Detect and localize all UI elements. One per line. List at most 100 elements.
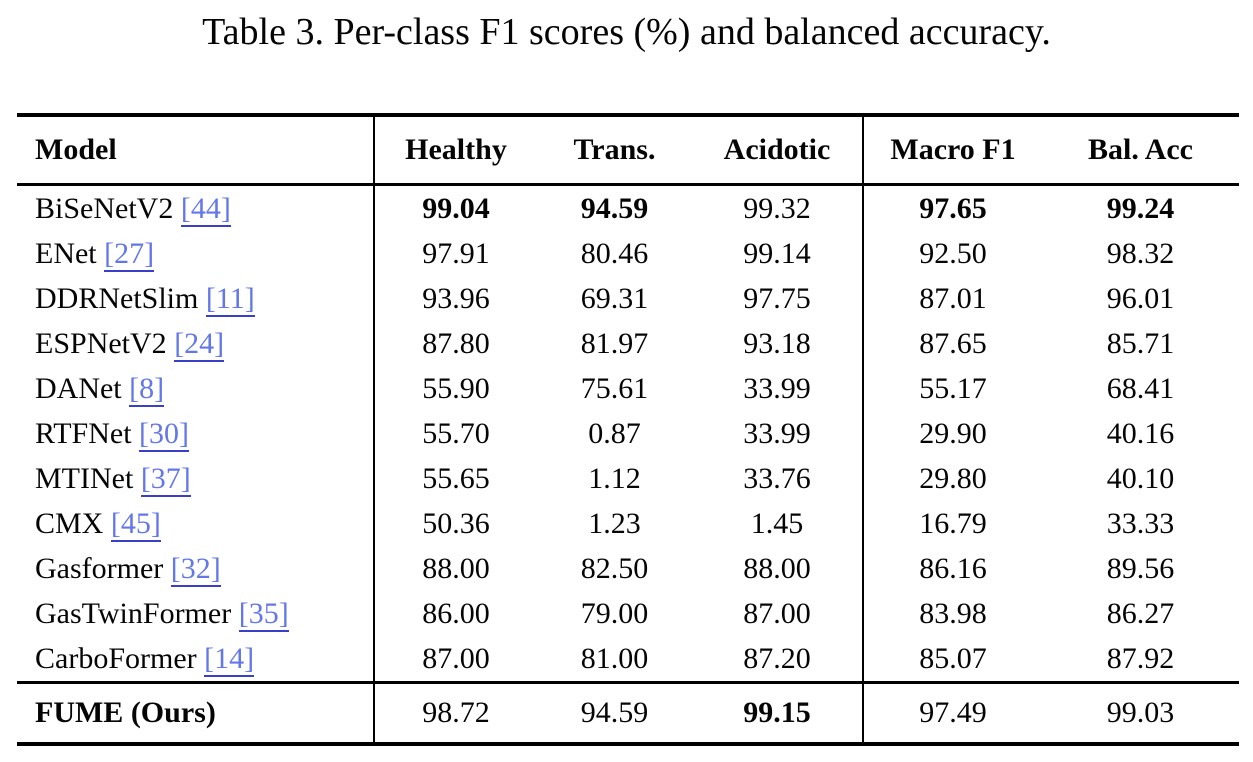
value-cell-bal-acc: 40.10 <box>1106 461 1175 495</box>
model-cell: DANet [8] <box>17 366 374 411</box>
column-header-macro-f1: Macro F1 <box>862 115 1042 186</box>
table-row: DANet [8] 55.90 75.61 33.99 55.17 68.41 <box>17 366 1239 411</box>
value-cell-trans: 81.00 <box>580 641 649 675</box>
value-cell-healthy: 97.91 <box>373 231 537 276</box>
value-cell-acidotic: 33.99 <box>743 416 811 450</box>
value-cell-trans: 82.50 <box>580 551 649 585</box>
model-cell: DDRNetSlim [11] <box>17 276 374 321</box>
model-cell: RTFNet [30] <box>17 411 374 456</box>
value-cell-acidotic: 99.14 <box>743 236 811 270</box>
value-cell-healthy: 55.70 <box>373 411 537 456</box>
model-name: MTINet <box>35 461 141 495</box>
value-cell-bal-acc: 89.56 <box>1106 551 1175 585</box>
citation-link[interactable]: [44] <box>180 191 231 227</box>
model-cell: ENet [27] <box>17 231 374 276</box>
value-cell-acidotic: 1.45 <box>750 506 804 540</box>
citation-link[interactable]: [14] <box>204 641 255 677</box>
value-cell-healthy: 55.65 <box>373 456 537 501</box>
model-cell: ESPNetV2 [24] <box>17 321 374 366</box>
value-cell-healthy: 86.00 <box>373 591 537 636</box>
value-cell-healthy: 55.90 <box>373 366 537 411</box>
value-cell-bal-acc: 86.27 <box>1106 596 1175 630</box>
value-cell-macro-f1: 55.17 <box>862 366 1042 411</box>
column-header-trans: Trans. <box>537 115 692 186</box>
value-cell-trans: 1.23 <box>588 506 641 540</box>
model-name: FUME (Ours) <box>35 696 216 729</box>
value-cell-trans: 80.46 <box>580 236 649 270</box>
table-row: RTFNet [30] 55.70 0.87 33.99 29.90 40.16 <box>17 411 1239 456</box>
citation-link[interactable]: [37] <box>140 461 191 497</box>
value-cell-healthy: 50.36 <box>373 501 537 546</box>
value-cell-acidotic: 87.00 <box>743 596 811 630</box>
value-cell-trans: 1.12 <box>588 461 641 495</box>
value-cell-bal-acc: 98.32 <box>1106 236 1175 270</box>
value-cell-healthy: 87.00 <box>373 636 537 683</box>
citation-link[interactable]: [30] <box>139 416 190 452</box>
table-row: ESPNetV2 [24] 87.80 81.97 93.18 87.65 85… <box>17 321 1239 366</box>
table-row: CMX [45] 50.36 1.23 1.45 16.79 33.33 <box>17 501 1239 546</box>
model-cell: Gasformer [32] <box>17 546 374 591</box>
value-cell-macro-f1: 87.01 <box>862 276 1042 321</box>
results-table: Model Healthy Trans. Acidotic Macro F1 B… <box>17 113 1239 746</box>
column-header-acidotic: Acidotic <box>692 115 863 186</box>
citation-link[interactable]: [35] <box>238 596 289 632</box>
value-cell-trans: 0.87 <box>588 416 641 450</box>
model-cell: CarboFormer [14] <box>17 636 374 683</box>
value-cell-trans: 94.59 <box>537 681 692 744</box>
value-cell-acidotic: 99.15 <box>692 681 863 744</box>
value-cell-acidotic: 33.76 <box>743 461 811 495</box>
value-cell-acidotic: 97.75 <box>743 281 811 315</box>
value-cell-macro-f1: 92.50 <box>862 231 1042 276</box>
value-cell-bal-acc: 99.03 <box>1042 681 1239 744</box>
model-name: ESPNetV2 <box>35 326 175 360</box>
citation-link[interactable]: [32] <box>170 551 221 587</box>
value-cell-healthy: 98.72 <box>373 681 537 744</box>
value-cell-macro-f1: 97.65 <box>862 184 1042 231</box>
table-row: DDRNetSlim [11] 93.96 69.31 97.75 87.01 … <box>17 276 1239 321</box>
citation-link[interactable]: [11] <box>205 281 255 317</box>
value-cell-bal-acc: 40.16 <box>1106 416 1175 450</box>
value-cell-macro-f1: 85.07 <box>862 636 1042 683</box>
value-cell-bal-acc: 87.92 <box>1106 641 1175 675</box>
model-name: Gasformer <box>35 551 171 585</box>
value-cell-macro-f1: 29.80 <box>862 456 1042 501</box>
citation-link[interactable]: [24] <box>174 326 225 362</box>
value-cell-trans: 75.61 <box>580 371 649 405</box>
value-cell-healthy: 88.00 <box>373 546 537 591</box>
value-cell-trans: 94.59 <box>580 191 649 225</box>
value-cell-acidotic: 88.00 <box>743 551 811 585</box>
column-header-healthy: Healthy <box>373 115 537 186</box>
model-cell: MTINet [37] <box>17 456 374 501</box>
value-cell-macro-f1: 29.90 <box>862 411 1042 456</box>
value-cell-macro-f1: 87.65 <box>862 321 1042 366</box>
value-cell-bal-acc: 33.33 <box>1106 506 1175 540</box>
column-header-bal-acc: Bal. Acc <box>1042 115 1239 186</box>
model-cell: CMX [45] <box>17 501 374 546</box>
value-cell-acidotic: 33.99 <box>743 371 811 405</box>
value-cell-macro-f1: 83.98 <box>862 591 1042 636</box>
table-row: CarboFormer [14] 87.00 81.00 87.20 85.07… <box>17 636 1239 683</box>
table-row: Gasformer [32] 88.00 82.50 88.00 86.16 8… <box>17 546 1239 591</box>
model-cell: FUME (Ours) <box>17 681 374 744</box>
value-cell-healthy: 99.04 <box>373 184 537 231</box>
header-row: Model Healthy Trans. Acidotic Macro F1 B… <box>17 115 1239 186</box>
model-name: CMX <box>35 506 111 540</box>
value-cell-bal-acc: 68.41 <box>1106 371 1175 405</box>
value-cell-acidotic: 87.20 <box>743 641 811 675</box>
citation-link[interactable]: [27] <box>104 236 155 272</box>
citation-link[interactable]: [45] <box>110 506 161 542</box>
model-cell: BiSeNetV2 [44] <box>17 185 374 232</box>
table-row: GasTwinFormer [35] 86.00 79.00 87.00 83.… <box>17 591 1239 636</box>
value-cell-acidotic: 93.18 <box>743 326 811 360</box>
value-cell-bal-acc: 96.01 <box>1106 281 1175 315</box>
model-name: DANet <box>35 371 130 405</box>
model-cell: GasTwinFormer [35] <box>17 591 374 636</box>
model-name: RTFNet <box>35 416 140 450</box>
model-name: DDRNetSlim <box>35 281 206 315</box>
value-cell-trans: 81.97 <box>580 326 649 360</box>
value-cell-healthy: 87.80 <box>373 321 537 366</box>
citation-link[interactable]: [8] <box>129 371 165 407</box>
value-cell-bal-acc: 99.24 <box>1106 191 1175 225</box>
value-cell-bal-acc: 85.71 <box>1106 326 1175 360</box>
model-name: BiSeNetV2 <box>35 191 181 225</box>
